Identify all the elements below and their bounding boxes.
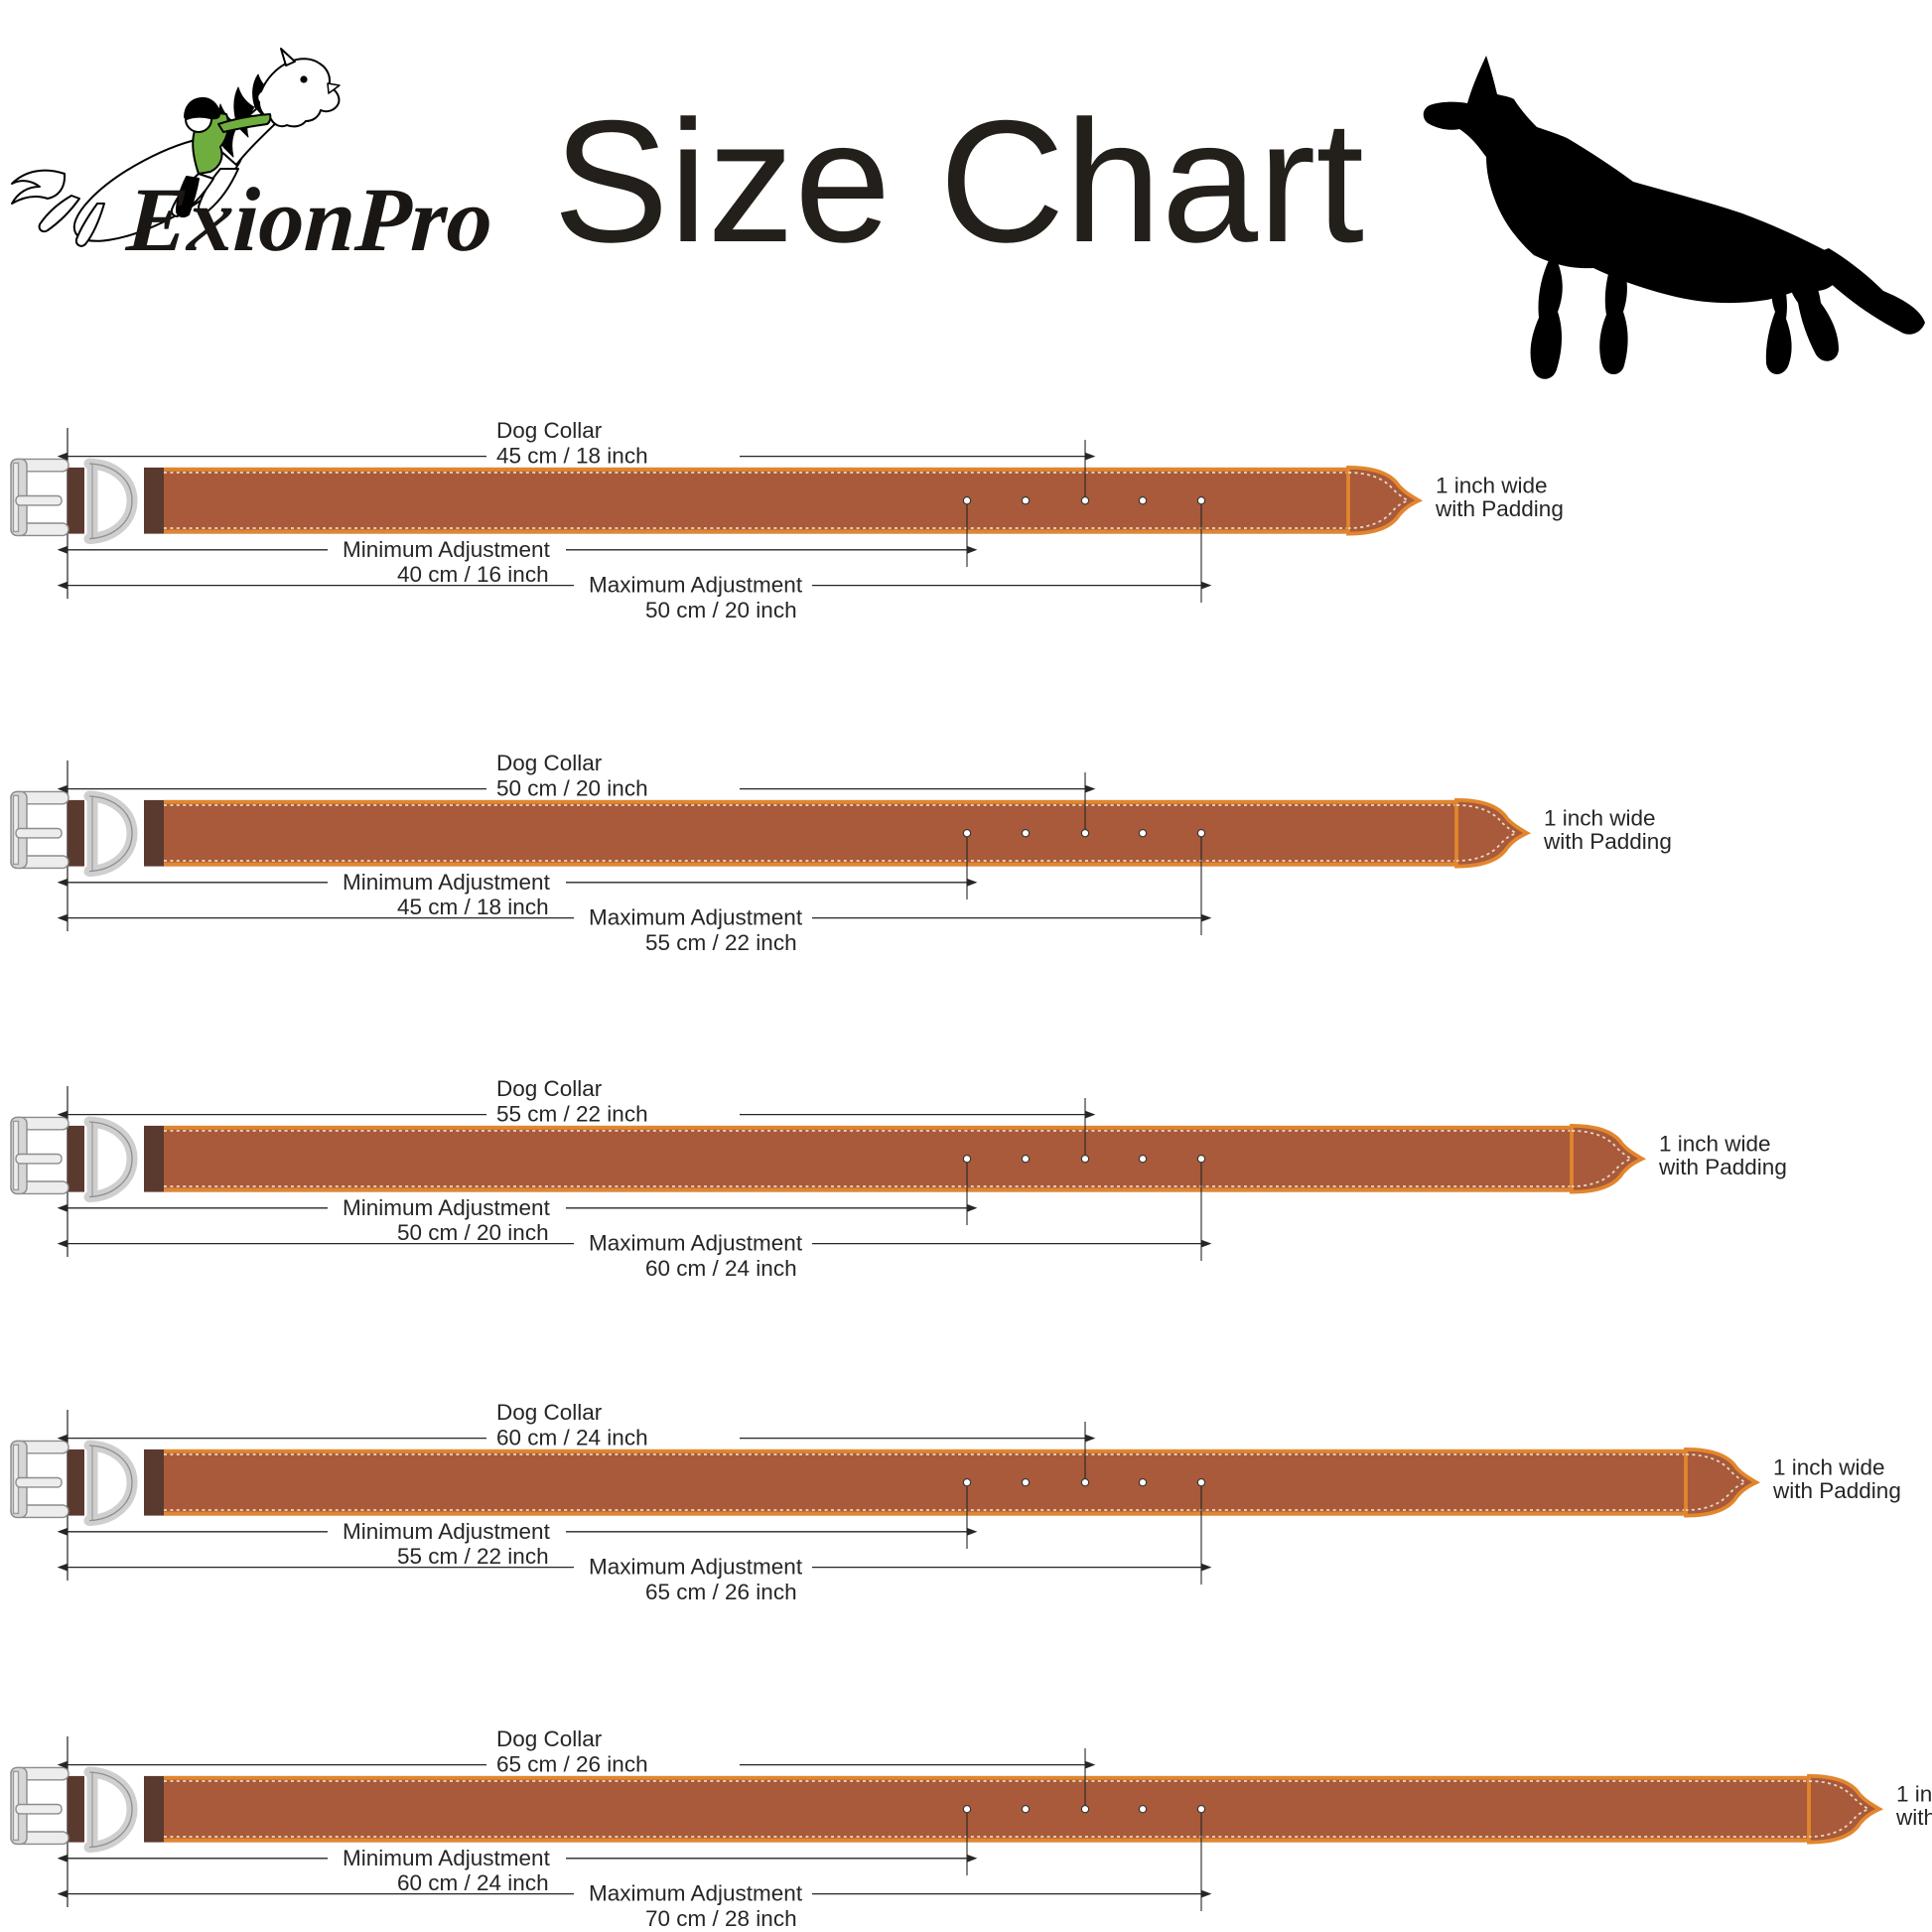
svg-text:1 inch wide: 1 inch wide — [1659, 1132, 1771, 1157]
svg-text:with Padding: with Padding — [1543, 829, 1672, 854]
svg-text:Dog Collar: Dog Collar — [496, 1727, 603, 1752]
svg-text:Maximum Adjustment: Maximum Adjustment — [589, 905, 803, 930]
svg-text:Minimum Adjustment: Minimum Adjustment — [343, 537, 551, 562]
svg-text:Maximum Adjustment: Maximum Adjustment — [589, 1231, 803, 1256]
svg-text:1 inch wide: 1 inch wide — [1544, 806, 1656, 831]
svg-text:with Padding: with Padding — [1895, 1805, 1932, 1830]
svg-text:70 cm / 28 inch: 70 cm / 28 inch — [645, 1906, 797, 1931]
svg-text:with Padding: with Padding — [1658, 1155, 1787, 1179]
svg-text:60 cm / 24 inch: 60 cm / 24 inch — [645, 1256, 797, 1281]
svg-text:with Padding: with Padding — [1772, 1478, 1901, 1503]
svg-text:50 cm / 20 inch: 50 cm / 20 inch — [645, 598, 797, 622]
svg-text:55 cm / 22 inch: 55 cm / 22 inch — [397, 1544, 549, 1569]
svg-text:1 inch wide: 1 inch wide — [1896, 1782, 1932, 1807]
svg-text:1 inch wide: 1 inch wide — [1773, 1454, 1885, 1479]
svg-text:Minimum Adjustment: Minimum Adjustment — [343, 1846, 551, 1870]
svg-text:60 cm / 24 inch: 60 cm / 24 inch — [397, 1871, 549, 1896]
svg-text:55 cm / 22 inch: 55 cm / 22 inch — [645, 930, 797, 955]
svg-text:50 cm / 20 inch: 50 cm / 20 inch — [397, 1220, 549, 1245]
svg-text:50 cm / 20 inch: 50 cm / 20 inch — [496, 776, 648, 801]
svg-text:55 cm / 22 inch: 55 cm / 22 inch — [496, 1102, 648, 1127]
svg-text:Dog Collar: Dog Collar — [496, 418, 603, 443]
svg-text:Minimum Adjustment: Minimum Adjustment — [343, 1518, 551, 1543]
svg-text:65 cm / 26 inch: 65 cm / 26 inch — [645, 1580, 797, 1604]
svg-text:with Padding: with Padding — [1435, 496, 1564, 521]
svg-text:Dog Collar: Dog Collar — [496, 1400, 603, 1425]
svg-text:Maximum Adjustment: Maximum Adjustment — [589, 1554, 803, 1579]
svg-text:Minimum Adjustment: Minimum Adjustment — [343, 870, 551, 895]
svg-text:45 cm / 18 inch: 45 cm / 18 inch — [496, 444, 648, 469]
svg-text:Dog Collar: Dog Collar — [496, 1076, 603, 1101]
svg-text:45 cm / 18 inch: 45 cm / 18 inch — [397, 895, 549, 919]
svg-text:65 cm / 26 inch: 65 cm / 26 inch — [496, 1752, 648, 1777]
svg-text:Minimum Adjustment: Minimum Adjustment — [343, 1195, 551, 1220]
svg-text:40 cm / 16 inch: 40 cm / 16 inch — [397, 562, 549, 587]
svg-text:Maximum Adjustment: Maximum Adjustment — [589, 1881, 803, 1906]
svg-text:Maximum Adjustment: Maximum Adjustment — [589, 573, 803, 598]
svg-text:1 inch wide: 1 inch wide — [1436, 474, 1548, 498]
svg-text:60 cm / 24 inch: 60 cm / 24 inch — [496, 1425, 648, 1449]
svg-text:Dog Collar: Dog Collar — [496, 751, 603, 775]
